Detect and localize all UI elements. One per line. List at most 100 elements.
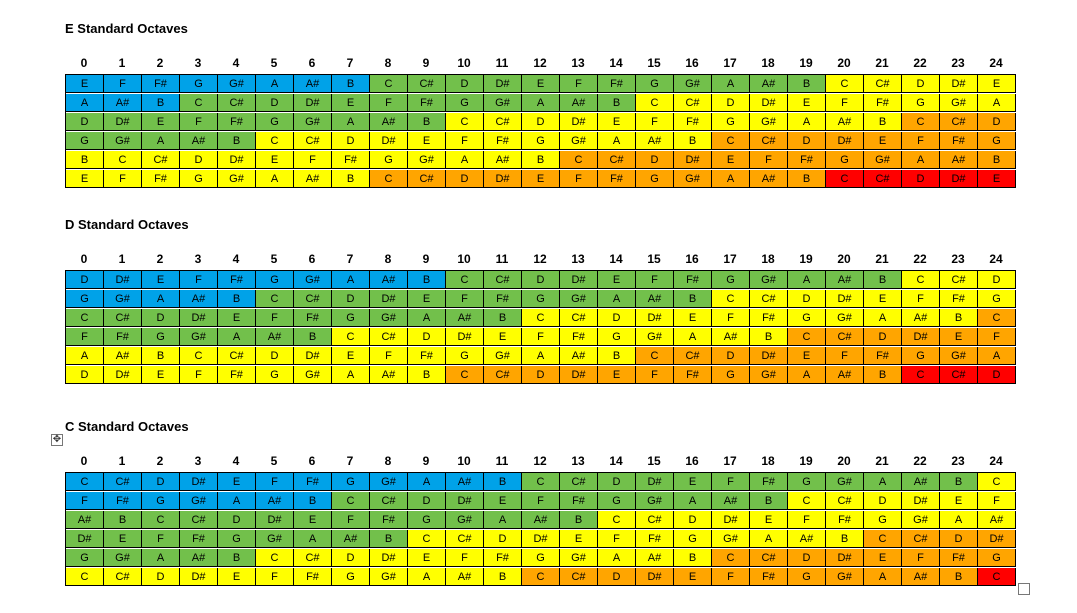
note-cell[interactable]: D# xyxy=(256,511,294,529)
note-cell[interactable]: B xyxy=(940,473,978,491)
note-cell[interactable]: E xyxy=(674,309,712,327)
note-cell[interactable]: E xyxy=(142,271,180,289)
note-cell[interactable]: B xyxy=(750,492,788,510)
note-cell[interactable]: C# xyxy=(294,549,332,567)
note-cell[interactable]: F# xyxy=(864,94,902,112)
note-cell[interactable]: D xyxy=(408,492,446,510)
note-cell[interactable]: D# xyxy=(940,75,978,93)
note-cell[interactable]: G xyxy=(256,366,294,384)
note-cell[interactable]: F xyxy=(826,347,864,365)
note-cell[interactable]: C xyxy=(180,347,218,365)
note-cell[interactable]: D# xyxy=(370,549,408,567)
note-cell[interactable]: C xyxy=(142,511,180,529)
note-cell[interactable]: A# xyxy=(636,132,674,150)
note-cell[interactable]: B xyxy=(142,94,180,112)
note-cell[interactable]: A# xyxy=(370,366,408,384)
note-cell[interactable]: E xyxy=(142,113,180,131)
note-cell[interactable]: D xyxy=(788,290,826,308)
note-cell[interactable]: A xyxy=(218,328,256,346)
note-cell[interactable]: D# xyxy=(294,347,332,365)
note-cell[interactable]: F# xyxy=(484,549,522,567)
note-cell[interactable]: A# xyxy=(332,530,370,548)
note-cell[interactable]: B xyxy=(408,113,446,131)
note-cell[interactable]: E xyxy=(332,94,370,112)
note-cell[interactable]: D# xyxy=(104,271,142,289)
note-cell[interactable]: G# xyxy=(750,113,788,131)
note-cell[interactable]: F xyxy=(902,290,940,308)
note-cell[interactable]: F xyxy=(902,549,940,567)
note-cell[interactable]: C xyxy=(902,366,940,384)
note-cell[interactable]: G xyxy=(522,549,560,567)
note-cell[interactable]: F xyxy=(522,492,560,510)
note-cell[interactable]: D# xyxy=(218,151,256,169)
note-cell[interactable]: G xyxy=(332,568,370,586)
note-cell[interactable]: B xyxy=(218,132,256,150)
note-cell[interactable]: F# xyxy=(788,151,826,169)
note-cell[interactable]: F xyxy=(446,549,484,567)
note-cell[interactable]: E xyxy=(788,94,826,112)
note-cell[interactable]: D# xyxy=(826,132,864,150)
note-cell[interactable]: C# xyxy=(864,170,902,188)
note-cell[interactable]: C# xyxy=(218,347,256,365)
note-cell[interactable]: G xyxy=(332,309,370,327)
note-cell[interactable]: A xyxy=(788,366,826,384)
note-cell[interactable]: E xyxy=(484,492,522,510)
note-cell[interactable]: G xyxy=(902,347,940,365)
note-cell[interactable]: D# xyxy=(522,530,560,548)
note-cell[interactable]: A# xyxy=(370,113,408,131)
note-cell[interactable]: F xyxy=(332,511,370,529)
note-cell[interactable]: F xyxy=(598,530,636,548)
note-cell[interactable]: F xyxy=(636,113,674,131)
note-cell[interactable]: G xyxy=(256,271,294,289)
note-cell[interactable]: A xyxy=(940,511,978,529)
note-cell[interactable]: F xyxy=(104,75,142,93)
note-cell[interactable]: E xyxy=(408,549,446,567)
note-cell[interactable]: F xyxy=(66,492,104,510)
note-cell[interactable]: D# xyxy=(560,271,598,289)
note-cell[interactable]: A xyxy=(978,94,1016,112)
note-cell[interactable]: D xyxy=(674,511,712,529)
note-cell[interactable]: A# xyxy=(978,511,1016,529)
note-cell[interactable]: C# xyxy=(408,170,446,188)
note-cell[interactable]: G xyxy=(522,290,560,308)
note-cell[interactable]: G# xyxy=(104,549,142,567)
note-cell[interactable]: D xyxy=(66,113,104,131)
note-cell[interactable]: D# xyxy=(560,366,598,384)
note-cell[interactable]: C xyxy=(826,75,864,93)
note-cell[interactable]: C xyxy=(788,328,826,346)
note-cell[interactable]: F xyxy=(712,568,750,586)
note-cell[interactable]: G xyxy=(332,473,370,491)
note-cell[interactable]: A# xyxy=(902,473,940,491)
note-cell[interactable]: C# xyxy=(940,366,978,384)
note-cell[interactable]: D# xyxy=(294,94,332,112)
note-cell[interactable]: G# xyxy=(256,530,294,548)
note-cell[interactable]: F# xyxy=(598,170,636,188)
note-cell[interactable]: F# xyxy=(750,309,788,327)
note-cell[interactable]: E xyxy=(218,568,256,586)
note-cell[interactable]: E xyxy=(218,473,256,491)
note-cell[interactable]: A# xyxy=(256,328,294,346)
note-cell[interactable]: A xyxy=(66,347,104,365)
note-cell[interactable]: F xyxy=(180,113,218,131)
note-cell[interactable]: G xyxy=(674,530,712,548)
note-cell[interactable]: B xyxy=(940,309,978,327)
note-cell[interactable]: C xyxy=(560,151,598,169)
note-cell[interactable]: E xyxy=(674,473,712,491)
note-cell[interactable]: C xyxy=(332,328,370,346)
note-cell[interactable]: G xyxy=(636,170,674,188)
note-cell[interactable]: F# xyxy=(484,290,522,308)
note-cell[interactable]: E xyxy=(484,328,522,346)
note-cell[interactable]: C# xyxy=(560,568,598,586)
note-cell[interactable]: D xyxy=(978,113,1016,131)
note-cell[interactable]: G xyxy=(636,75,674,93)
note-cell[interactable]: C# xyxy=(560,309,598,327)
note-cell[interactable]: F xyxy=(180,366,218,384)
note-cell[interactable]: A xyxy=(294,530,332,548)
note-cell[interactable]: G xyxy=(788,568,826,586)
note-cell[interactable]: C# xyxy=(864,75,902,93)
note-cell[interactable]: G# xyxy=(674,170,712,188)
note-cell[interactable]: D# xyxy=(826,290,864,308)
note-cell[interactable]: F# xyxy=(750,568,788,586)
note-cell[interactable]: C xyxy=(180,94,218,112)
note-cell[interactable]: D xyxy=(142,309,180,327)
